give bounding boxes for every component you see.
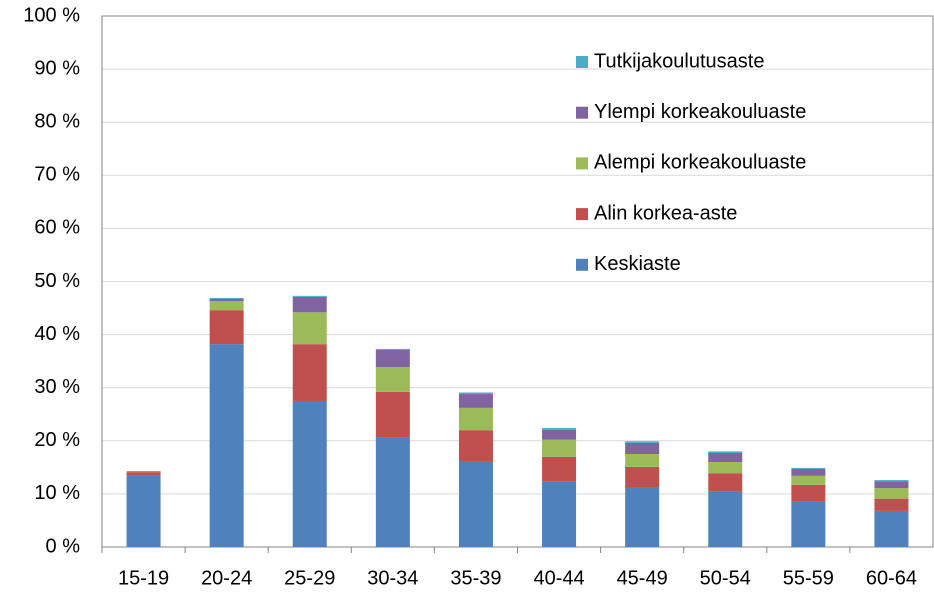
x-tick-label: 30-34	[367, 567, 418, 589]
bar-segment	[542, 481, 577, 547]
bar-segment	[375, 349, 410, 367]
bar-segment	[126, 475, 161, 547]
y-tick-label: 10 %	[34, 482, 80, 504]
legend-swatch	[576, 56, 588, 68]
bar-segment	[375, 348, 410, 350]
bar-segment	[126, 471, 161, 472]
bar-segment	[791, 467, 826, 469]
bar-segment	[791, 484, 826, 502]
bar-segment	[458, 407, 493, 431]
bar-segment	[209, 297, 244, 300]
bar-segment	[209, 310, 244, 345]
bar-segment	[375, 391, 410, 438]
x-tick-label: 35-39	[450, 567, 501, 589]
bar-segment	[625, 486, 660, 547]
bar-segment	[708, 473, 743, 492]
x-tick-label: 25-29	[284, 567, 335, 589]
bar-segment	[375, 366, 410, 392]
bar-segment	[542, 429, 577, 440]
y-tick-label: 70 %	[34, 164, 80, 186]
bar-segment	[874, 510, 909, 547]
bar-segment	[874, 498, 909, 511]
y-tick-label: 30 %	[34, 376, 80, 398]
legend-label: Keskiaste	[594, 253, 681, 275]
bar-segment	[625, 441, 660, 443]
bar-segment	[292, 296, 327, 313]
legend-swatch	[576, 208, 588, 221]
bar-segment	[708, 462, 743, 474]
x-tick-label: 15-19	[118, 567, 169, 589]
bar-segment	[292, 295, 327, 297]
bar-segment	[874, 481, 909, 489]
bar-segment	[791, 475, 826, 485]
y-tick-label: 60 %	[34, 217, 80, 239]
bar-segment	[625, 454, 660, 467]
bar-segment	[375, 437, 410, 547]
bar-segment	[458, 430, 493, 461]
legend-label: Tutkijakoulutusaste	[594, 50, 764, 72]
y-tick-label: 50 %	[34, 270, 80, 292]
bar-segment	[625, 466, 660, 487]
x-tick-label: 20-24	[201, 567, 252, 589]
x-tick-label: 50-54	[700, 567, 751, 589]
y-tick-label: 0 %	[46, 535, 81, 557]
bar-segment	[874, 480, 909, 482]
bar-segment	[292, 344, 327, 401]
bar-segment	[791, 501, 826, 547]
legend-label: Ylempi korkeakouluaste	[594, 101, 806, 123]
x-tick-label: 55-59	[783, 567, 834, 589]
legend-swatch	[576, 106, 588, 119]
bar-segment	[874, 488, 909, 499]
y-tick-label: 20 %	[34, 429, 80, 451]
bar-segment	[542, 439, 577, 457]
legend-swatch	[576, 157, 588, 170]
legend-label: Alempi korkeakouluaste	[594, 152, 806, 174]
bar-segment	[126, 471, 161, 473]
bar-segment	[625, 442, 660, 455]
y-tick-label: 90 %	[34, 57, 80, 79]
x-tick-label: 60-64	[866, 567, 917, 589]
bar-segment	[458, 460, 493, 547]
y-tick-label: 80 %	[34, 110, 80, 132]
y-tick-label: 100 %	[23, 4, 80, 26]
legend-label: Alin korkea-aste	[594, 202, 737, 224]
bar-segment	[458, 394, 493, 408]
bar-segment	[209, 299, 244, 302]
bar-segment	[708, 451, 743, 454]
x-tick-label: 45-49	[617, 567, 668, 589]
bar-segment	[791, 468, 826, 476]
bar-segment	[209, 344, 244, 547]
bar-segment	[542, 428, 577, 430]
bar-segment	[542, 456, 577, 482]
x-tick-label: 40-44	[533, 567, 584, 589]
bar-segment	[126, 472, 161, 476]
legend-swatch	[576, 258, 588, 271]
bar-segment	[708, 453, 743, 463]
y-tick-label: 40 %	[34, 323, 80, 345]
bar-segment	[458, 392, 493, 395]
bar-segment	[292, 400, 327, 547]
bar-segment	[209, 301, 244, 311]
bar-segment	[708, 491, 743, 547]
bar-segment	[292, 312, 327, 345]
